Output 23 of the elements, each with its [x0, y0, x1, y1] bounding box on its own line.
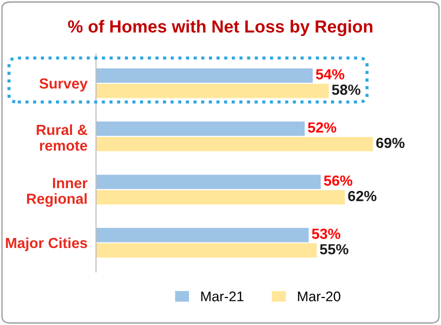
data-label: 56% [324, 175, 352, 186]
data-label: 54% [316, 69, 344, 80]
legend-label: Mar-20 [298, 291, 340, 302]
data-label: 52% [308, 122, 336, 133]
bar [96, 190, 345, 204]
y-tick-label: Rural & remote [36, 124, 88, 151]
bar [96, 122, 305, 136]
data-label: 55% [320, 244, 348, 254]
y-tick-label: Inner Regional [27, 178, 88, 207]
bar [96, 84, 329, 98]
bar [96, 243, 317, 258]
y-tick-label: Survey [39, 78, 88, 92]
y-tick-label: Major Cities [6, 237, 88, 252]
data-label: 69% [376, 138, 405, 148]
data-label: 58% [332, 84, 360, 95]
bar [96, 174, 321, 190]
bar [96, 228, 309, 242]
data-label: 53% [312, 228, 340, 239]
data-label: 62% [348, 190, 376, 202]
bar [96, 136, 373, 152]
chart-title: % of Homes with Net Loss by Region [68, 20, 372, 36]
bar [96, 68, 313, 83]
legend-label: Mar-21 [201, 291, 244, 302]
